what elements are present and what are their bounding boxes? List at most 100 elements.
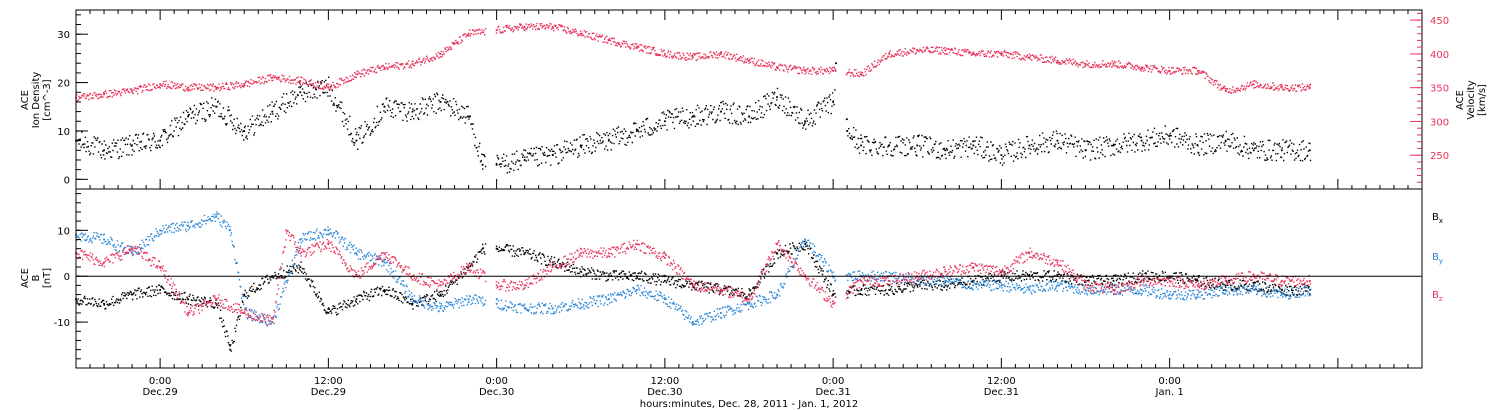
by-series-point	[551, 307, 554, 310]
density-series-point	[635, 130, 638, 132]
bz-series-point	[1028, 252, 1031, 255]
by-series-points	[76, 211, 1312, 327]
by-series-point	[748, 302, 750, 305]
legend-subscript: y	[1439, 257, 1443, 265]
bx-series	[75, 241, 1312, 352]
bx-series-points	[76, 241, 1312, 352]
by-series-point	[215, 215, 218, 218]
by-series-point	[355, 252, 358, 255]
x-tick-time-label: 12:00	[314, 376, 343, 387]
density-series-point	[1056, 139, 1059, 142]
bz-series-point	[551, 266, 554, 268]
bz-series-point	[748, 298, 750, 301]
b-tick-label: 10	[57, 226, 70, 237]
bx-series-point	[439, 293, 442, 296]
x-tick-time-label: 0:00	[822, 376, 844, 387]
bz-series-point	[103, 261, 105, 264]
by-series-point	[411, 298, 414, 301]
by-series	[75, 211, 1312, 327]
bz-series-point	[383, 252, 386, 255]
by-series-point	[131, 252, 133, 255]
density-series-point	[607, 139, 610, 142]
velocity-series-point	[776, 66, 778, 69]
density-series-point	[944, 149, 947, 152]
bz-series-point	[439, 284, 442, 287]
density-series-point	[495, 163, 498, 166]
density-series-point	[748, 115, 750, 118]
bx-series-point	[131, 293, 133, 296]
b-axis-title: ACE B [nT]	[20, 268, 53, 288]
density-series-points	[76, 69, 1312, 174]
bz-series-point	[579, 252, 582, 255]
velocity-axis-title-line: [km/s]	[1477, 84, 1488, 116]
bz-series-point	[1168, 279, 1171, 282]
velocity-series-point	[1084, 63, 1087, 65]
by-series-point	[1308, 289, 1311, 291]
by-series-point	[495, 302, 498, 305]
x-tick-time-label: 0:00	[1158, 376, 1180, 387]
bz-series-point	[1224, 279, 1227, 282]
by-series-point	[383, 261, 386, 264]
bz-series-point	[692, 284, 694, 287]
density-axis-title-line: [cm^-3]	[42, 79, 53, 120]
bz-series-point	[1280, 279, 1283, 282]
by-series-point	[103, 238, 105, 241]
density-series-point	[411, 110, 414, 113]
density-series-point	[523, 159, 526, 161]
bx-series-point	[860, 289, 863, 291]
bz-series-point	[720, 289, 722, 291]
bx-series-point	[1112, 279, 1115, 282]
density-series-point	[972, 144, 975, 147]
by-series-point	[299, 238, 302, 241]
velocity-series-point	[1000, 53, 1003, 55]
velocity-series-point	[888, 53, 891, 55]
bz-series-point	[1056, 261, 1059, 264]
density-series-point	[467, 115, 470, 118]
velocity-series-points	[76, 22, 1312, 102]
density-tick-label: 20	[57, 79, 70, 90]
bz-series-point	[1196, 284, 1199, 287]
velocity-series-point	[187, 86, 190, 89]
bx-series-point	[355, 298, 358, 301]
density-series-point	[579, 144, 582, 147]
velocity-series-point	[944, 49, 947, 52]
bz-series-point	[776, 243, 778, 245]
x-tick-time-label: 12:00	[650, 376, 679, 387]
velocity-tick-label: 400	[1430, 50, 1449, 61]
by-series-point	[187, 224, 190, 227]
by-series-point	[523, 307, 526, 310]
density-series-point	[832, 101, 835, 103]
x-tick-date-label: Dec.30	[479, 387, 514, 398]
b-axis-title-line: B	[31, 274, 42, 281]
velocity-tick-label: 350	[1430, 84, 1449, 95]
bz-series-point	[1000, 270, 1003, 273]
density-series-point	[1000, 154, 1003, 157]
velocity-series-point	[495, 29, 498, 32]
x-tick-time-label: 0:00	[485, 376, 507, 387]
velocity-series-point	[607, 39, 610, 42]
density-series-point	[804, 120, 806, 123]
density-tick-label: 10	[57, 127, 70, 138]
density-series-point	[1252, 149, 1255, 152]
velocity-series-point	[523, 25, 526, 28]
bz-series-point	[495, 284, 498, 287]
velocity-series-point	[131, 90, 133, 92]
bx-series-point	[159, 289, 162, 291]
velocity-series-point	[748, 59, 750, 62]
velocity-series-point	[1140, 66, 1143, 69]
density-series-point	[720, 110, 722, 113]
x-tick-date-label: Dec.31	[984, 387, 1019, 398]
by-series-point	[1084, 289, 1087, 291]
density-series-point	[916, 144, 919, 147]
density-series-point	[1028, 144, 1031, 147]
plot-area	[75, 22, 1312, 352]
labels: 0102030250300350400450-100100:00Dec.2912…	[20, 16, 1488, 410]
legend-bx: Bx	[1432, 212, 1443, 225]
x-tick-time-label: 0:00	[149, 376, 171, 387]
velocity-series-point	[467, 32, 470, 35]
velocity-series-point	[1168, 69, 1171, 72]
density-series-point	[1308, 149, 1311, 152]
bx-series-point	[888, 289, 891, 291]
density-tick-label: 0	[64, 175, 70, 186]
bz-series-point	[131, 247, 133, 250]
